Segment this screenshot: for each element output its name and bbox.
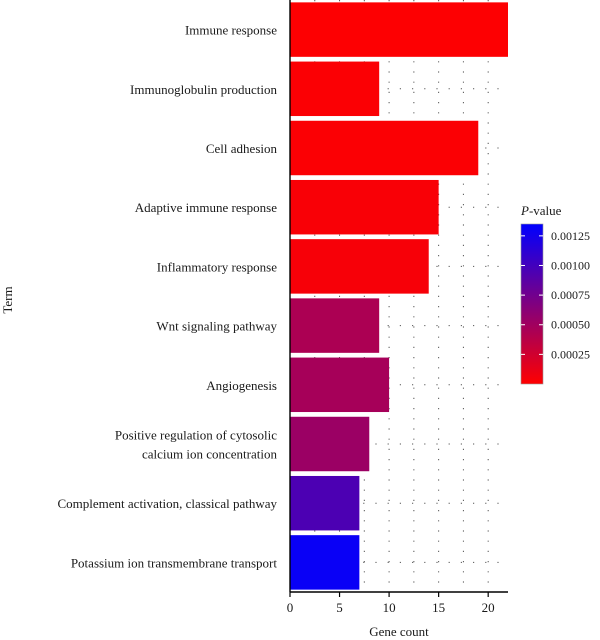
category-label: Immunoglobulin production bbox=[130, 82, 277, 97]
x-tick-label: 0 bbox=[287, 600, 294, 615]
legend-tick-label: 0.00125 bbox=[551, 229, 590, 243]
bar bbox=[290, 357, 390, 413]
category-label: Positive regulation of cytosolic bbox=[115, 428, 277, 443]
grid bbox=[290, 0, 508, 592]
legend-tick-label: 0.00025 bbox=[551, 347, 590, 361]
legend: P-value 0.00125 0.00100 0.00075 0.00050 0.00… bbox=[520, 203, 590, 385]
legend-title-rest: -value bbox=[529, 203, 562, 218]
x-axis-title: Gene count bbox=[369, 624, 429, 639]
category-label: Potassium ion transmembrane transport bbox=[71, 555, 278, 570]
category-label: Complement activation, classical pathway bbox=[58, 496, 278, 511]
legend-tick-label: 0.00100 bbox=[551, 258, 590, 272]
category-label: Adaptive immune response bbox=[135, 200, 277, 215]
y-axis-title: Term bbox=[0, 286, 15, 313]
category-label: Cell adhesion bbox=[206, 141, 278, 156]
legend-tick-label: 0.00050 bbox=[551, 318, 590, 332]
x-tick-label: 5 bbox=[336, 600, 343, 615]
category-label: Angiogenesis bbox=[206, 378, 277, 393]
category-label: Wnt signaling pathway bbox=[156, 319, 277, 334]
x-tick-label: 10 bbox=[383, 600, 396, 615]
x-tick-label: 15 bbox=[432, 600, 445, 615]
x-tick-label: 20 bbox=[482, 600, 495, 615]
bar bbox=[290, 239, 429, 294]
bar bbox=[290, 61, 380, 117]
bar bbox=[290, 179, 439, 235]
legend-colorbar bbox=[520, 223, 544, 385]
bar bbox=[290, 2, 508, 57]
x-axis: 0 5 10 15 20 bbox=[287, 0, 508, 615]
bar bbox=[290, 120, 479, 176]
bar bbox=[290, 416, 370, 472]
legend-title-p: P bbox=[520, 203, 529, 218]
legend-title: P-value bbox=[520, 203, 562, 218]
category-label: Inflammatory response bbox=[157, 259, 277, 274]
category-label: calcium ion concentration bbox=[142, 447, 278, 462]
bar bbox=[290, 298, 380, 353]
bars bbox=[290, 2, 508, 590]
category-label: Immune response bbox=[185, 23, 277, 38]
legend-tick-label: 0.00075 bbox=[551, 288, 590, 302]
bar bbox=[290, 535, 360, 590]
category-labels: Immune response Immunoglobulin production… bbox=[58, 23, 278, 571]
bar bbox=[290, 475, 360, 531]
